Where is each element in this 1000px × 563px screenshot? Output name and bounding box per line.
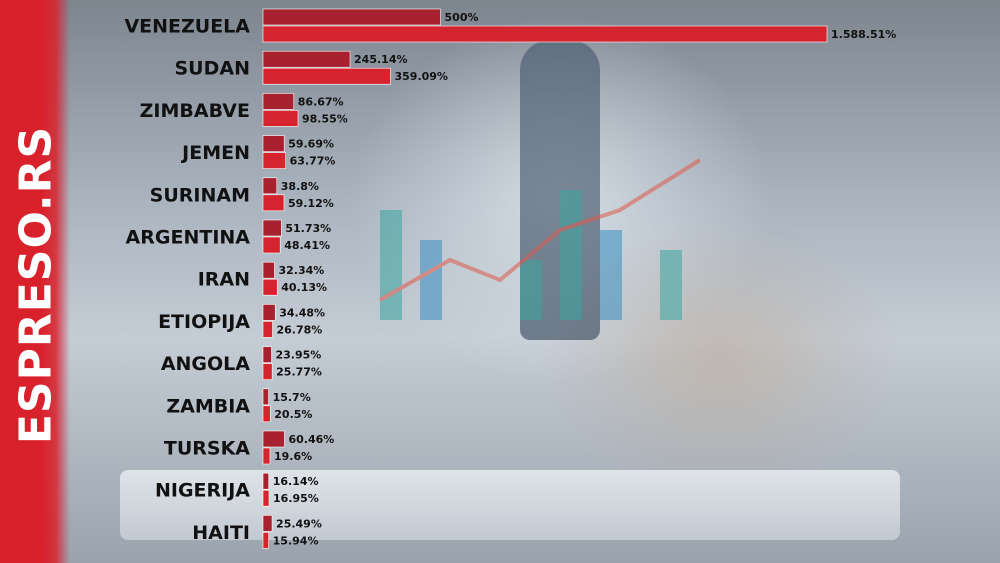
data-label: 16.95% — [273, 492, 319, 505]
data-label: 20.5% — [274, 408, 312, 421]
background-hologram-chart — [379, 158, 702, 320]
bar-series-1 — [262, 261, 275, 279]
category-label: ZIMBABVE — [140, 100, 250, 122]
data-label: 86.67% — [298, 95, 344, 108]
bar-series-2 — [262, 447, 271, 465]
data-label: 32.34% — [278, 264, 324, 277]
bar-series-2 — [262, 532, 269, 549]
data-label: 63.77% — [290, 155, 336, 168]
data-label: 16.14% — [273, 475, 319, 488]
category-label: NIGERIJA — [155, 480, 250, 502]
bar-series-2 — [262, 278, 278, 296]
category-label: TURSKA — [164, 438, 250, 460]
category-label: ANGOLA — [161, 353, 250, 375]
bars — [262, 8, 828, 549]
data-label: 359.09% — [394, 70, 447, 83]
bar-series-2 — [262, 489, 270, 507]
data-label: 38.8% — [281, 180, 319, 193]
category-label: IRAN — [198, 269, 250, 291]
data-label: 26.78% — [277, 323, 323, 336]
data-label: 15.94% — [273, 534, 319, 547]
data-label: 48.41% — [284, 239, 330, 252]
data-label: 40.13% — [281, 281, 327, 294]
value-labels: 500% 1.588.51% 245.14% 359.09% 86.67% 98.55% 5… — [273, 11, 897, 547]
category-label: ZAMBIA — [166, 395, 250, 417]
bar-series-1 — [262, 304, 276, 321]
data-label: 59.69% — [288, 138, 334, 151]
bar-series-1 — [262, 93, 295, 110]
data-label: 15.7% — [273, 391, 311, 404]
category-label: SURINAM — [150, 184, 250, 206]
bar-series-1 — [262, 472, 270, 490]
category-label: ETIOPIJA — [158, 311, 250, 333]
bar-series-2 — [262, 236, 281, 254]
data-label: 500% — [445, 11, 479, 24]
bar-series-1 — [262, 135, 285, 152]
bar-series-2 — [262, 363, 273, 380]
background-keyboard — [120, 470, 900, 540]
data-label: 59.12% — [288, 197, 334, 210]
bar-series-1 — [262, 430, 285, 448]
category-labels: VENEZUELA SUDAN ZIMBABVE JEMEN SURINAM ARGENT… — [124, 16, 250, 544]
bar-series-2 — [262, 25, 828, 43]
data-label: 25.77% — [276, 366, 322, 379]
bar-series-1 — [262, 8, 441, 26]
bar-series-2 — [262, 321, 273, 338]
category-label: SUDAN — [175, 58, 251, 80]
bar-series-1 — [262, 177, 278, 195]
data-label: 25.49% — [276, 517, 322, 530]
bar-series-2 — [262, 67, 391, 85]
bar-series-1 — [262, 219, 282, 237]
brand-strip — [0, 0, 70, 563]
bar-series-2 — [262, 194, 285, 212]
data-label: 51.73% — [285, 222, 331, 235]
data-label: 19.6% — [274, 450, 312, 463]
bar-series-1 — [262, 346, 272, 363]
category-label: VENEZUELA — [124, 16, 250, 38]
data-label: 98.55% — [302, 112, 348, 125]
data-label: 34.48% — [279, 306, 325, 319]
data-label: 23.95% — [276, 349, 322, 362]
bar-series-1 — [262, 50, 351, 68]
data-label: 1.588.51% — [831, 28, 896, 41]
bar-series-1 — [262, 388, 269, 406]
category-label: ARGENTINA — [126, 227, 251, 249]
category-label: HAITI — [192, 522, 250, 544]
data-label: 245.14% — [354, 53, 407, 66]
bar-series-2 — [262, 405, 271, 423]
category-label: JEMEN — [180, 142, 250, 164]
bar-series-1 — [262, 515, 273, 532]
bar-series-2 — [262, 152, 286, 169]
bar-series-2 — [262, 110, 299, 127]
data-label: 60.46% — [288, 433, 334, 446]
